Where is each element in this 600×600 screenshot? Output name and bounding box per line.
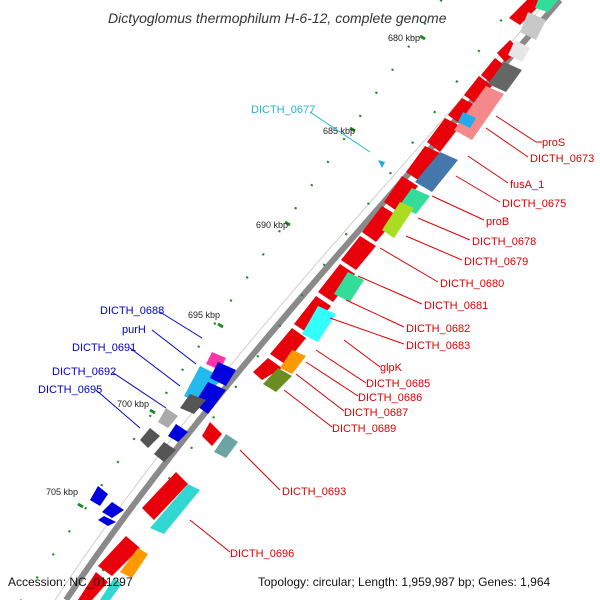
label-DICTH_0688: DICTH_0688	[100, 305, 164, 317]
minor-tick-mark	[164, 391, 168, 395]
minor-tick-mark	[234, 385, 238, 389]
major-tick-mark	[149, 408, 156, 415]
minor-tick-mark	[344, 232, 348, 236]
label-DICTH_0673: DICTH_0673	[530, 153, 594, 165]
label-DICTH_0687: DICTH_0687	[344, 407, 408, 419]
label-DICTH_0693: DICTH_0693	[282, 486, 346, 498]
label-DICTH_0682: DICTH_0682	[406, 323, 470, 335]
minor-tick-mark	[374, 91, 378, 95]
label-DICTH_0696: DICTH_0696	[230, 548, 294, 560]
minor-tick-mark	[256, 354, 260, 358]
minor-tick-mark	[358, 114, 362, 118]
minor-tick-mark	[84, 506, 88, 510]
minor-tick-mark	[294, 206, 298, 210]
minor-tick-mark	[197, 345, 201, 349]
minor-tick-mark	[433, 110, 437, 114]
map-title: Dictyoglomus thermophilum H-6-12, comple…	[108, 10, 447, 26]
label-DICTH_0685: DICTH_0685	[366, 378, 430, 390]
cyan-gene-labels: DICTH_0677	[251, 104, 371, 153]
minor-tick-mark	[51, 552, 55, 556]
minor-tick-mark	[322, 263, 326, 267]
label-DICTH_0691: DICTH_0691	[72, 342, 136, 354]
minor-tick-mark	[423, 22, 427, 25]
label-DICTH_0695: DICTH_0695	[38, 384, 102, 396]
label-DICTH_0680: DICTH_0680	[440, 278, 504, 290]
minor-tick-mark	[245, 276, 249, 279]
tick-label-690: 690 kbp	[256, 220, 288, 230]
major-tick-mark	[349, 126, 356, 133]
minor-tick-mark	[213, 322, 217, 325]
label-proS: proS	[542, 137, 565, 149]
minor-tick-mark	[68, 529, 71, 533]
label-DICTH_0679: DICTH_0679	[464, 256, 528, 268]
label-DICTH_0683: DICTH_0683	[406, 340, 470, 352]
accession-text: Accession: NC_011297	[8, 575, 133, 589]
minor-tick-mark	[477, 49, 481, 53]
label-DICTH_0686: DICTH_0686	[358, 392, 422, 404]
minor-tick-mark	[35, 576, 39, 579]
minor-tick-mark	[101, 568, 105, 572]
label-DICTH_0677: DICTH_0677	[251, 104, 315, 116]
minor-tick-mark	[310, 183, 314, 187]
minor-tick-mark	[391, 68, 394, 72]
label-DICTH_0681: DICTH_0681	[424, 300, 488, 312]
label-proB: proB	[486, 216, 509, 228]
tick-label-705: 705 kbp	[46, 487, 78, 497]
minor-tick-mark	[116, 460, 120, 464]
major-tick-mark	[284, 220, 291, 227]
minor-tick-mark	[132, 437, 136, 441]
major-tick-mark	[419, 34, 426, 41]
minor-tick-mark	[148, 414, 152, 418]
minor-tick-mark	[261, 252, 265, 256]
blue-gene-labels: DICTH_0688 purH DICTH_0691 DICTH_0692 DI…	[38, 305, 203, 429]
major-tick-mark	[77, 502, 84, 509]
tick-label-695: 695 kbp	[188, 310, 220, 320]
label-fusA_1: fusA_1	[510, 179, 544, 191]
minor-tick-mark	[407, 45, 411, 49]
label-purH: purH	[122, 324, 146, 336]
minor-tick-mark	[229, 299, 233, 302]
minor-tick-mark	[389, 171, 392, 175]
tick-marks	[20, 0, 503, 600]
minor-tick-mark	[411, 141, 415, 144]
minor-tick-mark	[366, 202, 370, 206]
label-DICTH_0689: DICTH_0689	[332, 423, 396, 435]
label-DICTH_0675: DICTH_0675	[502, 198, 566, 210]
minor-tick-mark	[181, 368, 184, 372]
red-gene-labels: proS DICTH_0673 fusA_1 DICTH_0675 proB D…	[189, 115, 594, 560]
minor-tick-mark	[278, 229, 281, 233]
minor-tick-mark	[190, 446, 193, 450]
major-tick-mark	[217, 322, 224, 329]
minor-tick-mark	[342, 137, 346, 141]
tick-label-700: 700 kbp	[117, 399, 149, 409]
label-DICTH_0692: DICTH_0692	[52, 366, 116, 378]
gene-features	[78, 0, 558, 600]
label-glpK: glpK	[380, 362, 403, 374]
tick-label-680: 680 kbp	[388, 33, 420, 43]
minor-tick-mark	[439, 0, 443, 2]
minor-tick-mark	[100, 483, 104, 487]
genome-summary-text: Topology: circular; Length: 1,959,987 bp…	[258, 575, 551, 589]
label-DICTH_0678: DICTH_0678	[472, 236, 536, 248]
minor-tick-mark	[499, 19, 503, 22]
minor-tick-mark	[300, 293, 304, 297]
minor-tick-mark	[212, 415, 216, 419]
minor-tick-mark	[455, 80, 459, 83]
minor-tick-mark	[278, 324, 282, 328]
minor-tick-mark	[326, 160, 330, 164]
